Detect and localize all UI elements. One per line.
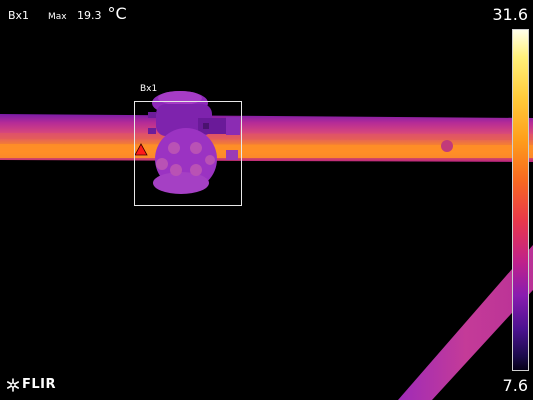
diagonal-pipe (398, 245, 533, 400)
measurement-readout: Bx1 Max 19.3 °C (8, 5, 127, 23)
color-scale-bar (512, 29, 529, 371)
max-value: 19.3 (77, 9, 102, 22)
pipe-fitting (441, 140, 453, 152)
flir-snowflake-icon (6, 378, 19, 392)
pipe-hot-band (0, 144, 533, 158)
hot-spot-marker (134, 143, 148, 156)
temperature-unit: °C (107, 4, 127, 23)
flir-logo-text: FLIR (22, 377, 57, 392)
scale-min-value: 7.6 (502, 376, 528, 395)
measurement-box[interactable] (134, 101, 242, 206)
flir-logo: FLIR (6, 377, 56, 393)
measurement-label: Bx1 (8, 9, 30, 22)
scale-max-value: 31.6 (492, 5, 528, 24)
max-label: Max (48, 12, 67, 22)
measurement-box-label: Bx1 (140, 84, 158, 94)
